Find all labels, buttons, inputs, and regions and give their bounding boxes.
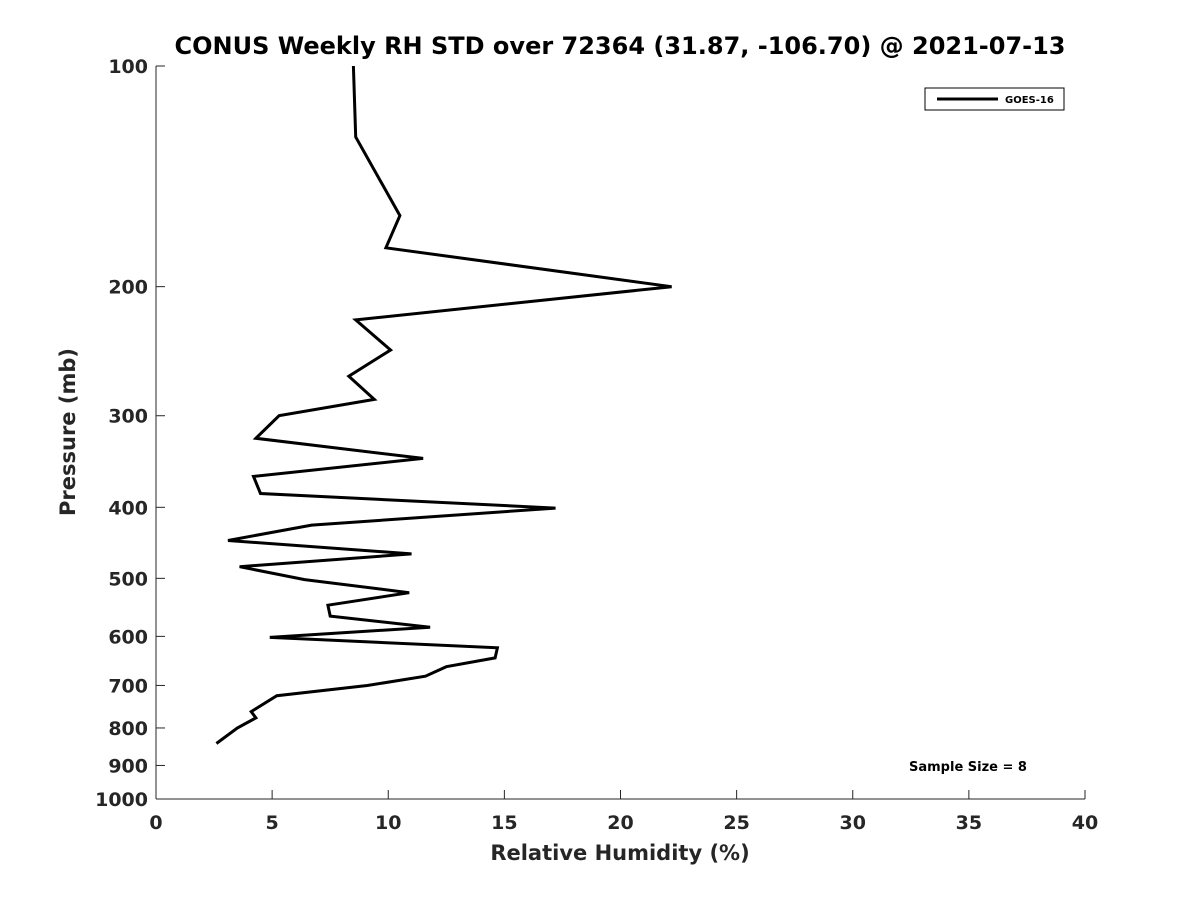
x-tick-label: 20 [607,812,633,834]
plot-area: 0 5 10 15 20 25 30 35 40 100 200 300 400 500 600 700 80… [95,56,1098,834]
x-axis-label: Relative Humidity (%) [490,841,749,865]
y-tick-label: 300 [108,406,148,428]
x-tick-label: 35 [956,812,982,834]
x-tick-label: 25 [723,812,749,834]
y-tick-label: 1000 [95,789,148,811]
y-tick-label: 400 [108,497,148,519]
y-tick-label: 600 [108,626,148,648]
legend: GOES-16 [924,87,1065,111]
y-ticks: 100 200 300 400 500 600 700 800 900 1000 [95,56,165,811]
x-tick-label: 0 [149,812,162,834]
x-ticks: 0 5 10 15 20 25 30 35 40 [149,790,1098,834]
x-tick-label: 40 [1072,812,1098,834]
x-tick-label: 30 [840,812,866,834]
sample-size-annotation: Sample Size = 8 [909,760,1027,775]
y-tick-label: 700 [108,675,148,697]
legend-entry-goes-16: GOES-16 [1005,95,1054,106]
x-tick-label: 10 [375,812,401,834]
y-tick-label: 900 [108,755,148,777]
x-tick-label: 5 [266,812,279,834]
y-axis-label: Pressure (mb) [56,348,80,516]
x-tick-label: 15 [491,812,517,834]
y-tick-label: 800 [108,718,148,740]
y-tick-label: 200 [108,277,148,299]
series-line-goes-16 [215,65,672,745]
y-tick-label: 500 [108,568,148,590]
chart-title: CONUS Weekly RH STD over 72364 (31.87, -… [174,32,1065,60]
y-tick-label: 100 [108,56,148,78]
